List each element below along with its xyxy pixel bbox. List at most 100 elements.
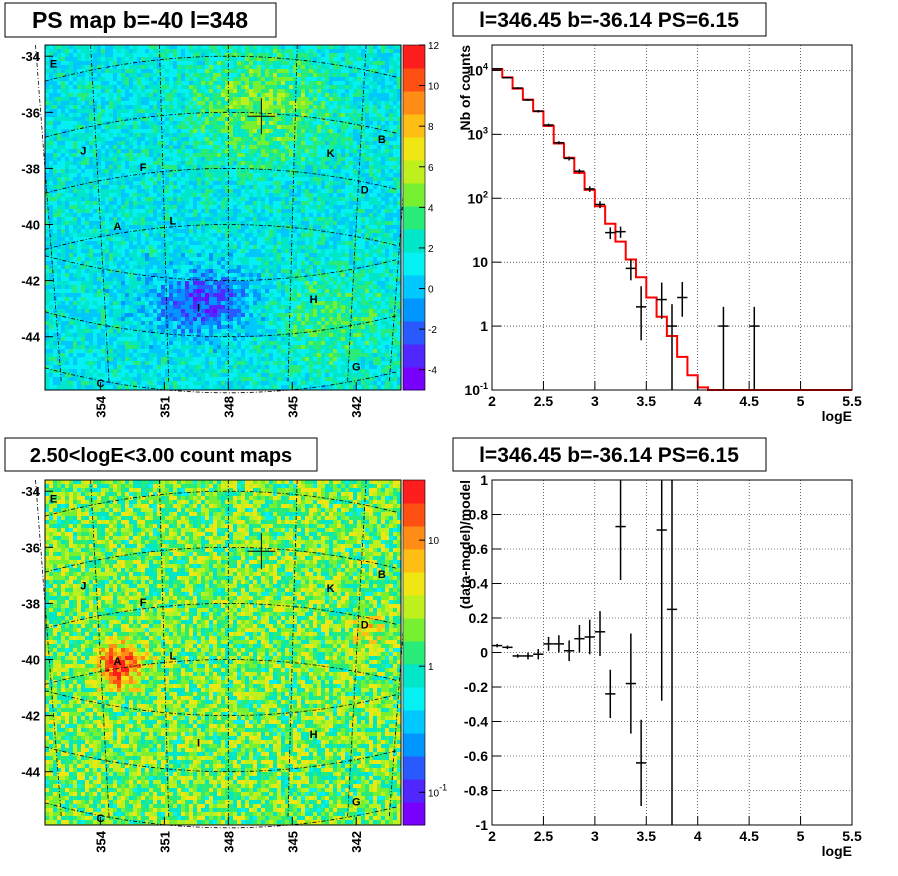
heatmap-cell bbox=[317, 173, 321, 177]
heatmap-cell bbox=[229, 181, 233, 185]
heatmap-cell bbox=[329, 89, 333, 93]
heatmap-cell bbox=[357, 177, 361, 181]
heatmap-cell bbox=[93, 265, 97, 269]
heatmap-cell bbox=[45, 133, 49, 137]
heatmap-cell bbox=[205, 85, 209, 89]
heatmap-cell bbox=[221, 145, 225, 149]
heatmap-cell bbox=[205, 193, 209, 197]
heatmap-cell bbox=[153, 157, 157, 161]
heatmap-cell bbox=[313, 197, 317, 201]
heatmap-cell bbox=[121, 49, 125, 53]
heatmap-cell bbox=[189, 97, 193, 101]
heatmap-cell bbox=[285, 109, 289, 113]
heatmap-cell bbox=[321, 85, 325, 89]
heatmap-cell bbox=[85, 257, 89, 261]
heatmap-cell bbox=[141, 165, 145, 169]
heatmap-cell bbox=[389, 137, 393, 141]
heatmap-cell bbox=[141, 233, 145, 237]
heatmap-cell bbox=[257, 201, 261, 205]
heatmap-cell bbox=[241, 205, 245, 209]
heatmap-cell bbox=[121, 265, 125, 269]
heatmap-cell bbox=[265, 113, 269, 117]
heatmap-cell bbox=[361, 129, 365, 133]
heatmap-cell bbox=[117, 217, 121, 221]
heatmap-cell bbox=[221, 77, 225, 81]
heatmap-cell bbox=[229, 121, 233, 125]
heatmap-cell bbox=[209, 217, 213, 221]
heatmap-cell bbox=[389, 161, 393, 165]
heatmap-cell bbox=[369, 101, 373, 105]
heatmap-cell bbox=[353, 97, 357, 101]
heatmap-cell bbox=[257, 69, 261, 73]
heatmap-cell bbox=[297, 77, 301, 81]
heatmap-cell bbox=[109, 129, 113, 133]
heatmap-cell bbox=[205, 237, 209, 241]
heatmap-cell bbox=[157, 65, 161, 69]
heatmap-cell bbox=[89, 137, 93, 141]
heatmap-cell bbox=[361, 213, 365, 217]
heatmap-cell bbox=[53, 149, 57, 153]
heatmap-cell bbox=[385, 61, 389, 65]
heatmap-cell bbox=[185, 165, 189, 169]
heatmap-cell bbox=[373, 193, 377, 197]
heatmap-cell bbox=[373, 125, 377, 129]
heatmap-cell bbox=[309, 257, 313, 261]
heatmap-cell bbox=[373, 253, 377, 257]
heatmap-cell bbox=[201, 81, 205, 85]
heatmap-cell bbox=[353, 253, 357, 257]
heatmap-cell bbox=[353, 93, 357, 97]
heatmap-cell bbox=[49, 81, 53, 85]
heatmap-cell bbox=[213, 221, 217, 225]
heatmap-cell bbox=[285, 65, 289, 69]
heatmap-cell bbox=[305, 61, 309, 65]
heatmap-cell bbox=[217, 209, 221, 213]
heatmap-cell bbox=[205, 121, 209, 125]
heatmap-cell bbox=[57, 105, 61, 109]
heatmap-cell bbox=[49, 121, 53, 125]
heatmap-cell bbox=[97, 49, 101, 53]
heatmap-cell bbox=[185, 129, 189, 133]
heatmap-cell bbox=[189, 121, 193, 125]
heatmap-cell bbox=[245, 213, 249, 217]
heatmap-cell bbox=[109, 149, 113, 153]
heatmap-cell bbox=[61, 233, 65, 237]
heatmap-cell bbox=[313, 169, 317, 173]
heatmap-cell bbox=[197, 181, 201, 185]
heatmap-cell bbox=[213, 93, 217, 97]
heatmap-cell bbox=[297, 229, 301, 233]
heatmap-cell bbox=[109, 233, 113, 237]
heatmap-cell bbox=[341, 221, 345, 225]
heatmap-cell bbox=[373, 205, 377, 209]
heatmap-cell bbox=[237, 69, 241, 73]
heatmap-cell bbox=[397, 209, 401, 213]
heatmap-cell bbox=[241, 57, 245, 61]
heatmap-cell bbox=[393, 233, 397, 237]
heatmap-cell bbox=[361, 57, 365, 61]
heatmap-cell bbox=[109, 157, 113, 161]
heatmap-cell bbox=[89, 233, 93, 237]
heatmap-cell bbox=[273, 105, 277, 109]
heatmap-cell bbox=[361, 149, 365, 153]
heatmap-cell bbox=[269, 261, 273, 265]
heatmap-cell bbox=[157, 209, 161, 213]
heatmap-cell bbox=[381, 233, 385, 237]
heatmap-cell bbox=[45, 101, 49, 105]
heatmap-cell bbox=[157, 57, 161, 61]
heatmap-cell bbox=[317, 89, 321, 93]
heatmap-cell bbox=[353, 157, 357, 161]
heatmap-cell bbox=[117, 193, 121, 197]
heatmap-cell bbox=[185, 225, 189, 229]
heatmap-cell bbox=[161, 201, 165, 205]
heatmap-cell bbox=[77, 157, 81, 161]
heatmap-cell bbox=[109, 209, 113, 213]
heatmap-cell bbox=[345, 53, 349, 57]
heatmap-cell bbox=[345, 197, 349, 201]
heatmap-cell bbox=[81, 161, 85, 165]
heatmap-cell bbox=[141, 177, 145, 181]
heatmap-cell bbox=[189, 253, 193, 257]
heatmap-cell bbox=[237, 125, 241, 129]
heatmap-cell bbox=[385, 101, 389, 105]
heatmap-cell bbox=[173, 89, 177, 93]
heatmap-cell bbox=[253, 105, 257, 109]
heatmap-cell bbox=[193, 229, 197, 233]
